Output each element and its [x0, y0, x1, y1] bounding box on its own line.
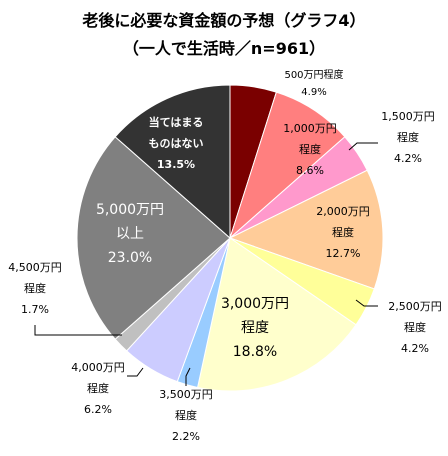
slice-label-line: 12.7% — [326, 247, 361, 260]
slice-label: 3,500万円程度 2.2% — [159, 388, 213, 443]
slice-label-line: 4.9% — [301, 87, 326, 98]
slice-label-line: 4,500万円 — [8, 261, 62, 274]
slice-label-line: 3,500万円 — [159, 388, 213, 401]
slice-label: 3,000万円程度 18.8% — [221, 296, 289, 360]
slice-label-line: 程度 — [299, 142, 321, 156]
slice-label-line: 1.7% — [21, 303, 49, 316]
slice-label: 当てはまるものはない 13.5% — [149, 115, 204, 171]
pie-slice — [228, 169, 384, 290]
leader-line — [348, 142, 378, 151]
slice-label: 500万円程度 4.9% — [284, 68, 343, 98]
slice-label-line: 2.2% — [172, 430, 200, 443]
slice-label-line: 2,500万円 — [388, 300, 442, 313]
pie-slice — [196, 237, 357, 392]
pie-slices — [76, 84, 384, 392]
slice-label-line: 程度 — [404, 320, 426, 334]
slice-label-line: 4.2% — [394, 152, 422, 165]
leader-line — [34, 325, 122, 336]
slice-label-line: 1,000万円 — [283, 122, 337, 135]
slice-label-line: 18.8% — [233, 344, 277, 360]
slice-label-line: ものはない — [149, 137, 204, 150]
slice-label-line: 2,000万円 — [316, 205, 370, 218]
slice-label: 2,500万円程度 4.2% — [388, 300, 442, 355]
pie-slice — [76, 136, 231, 340]
slice-label-line: 4.2% — [401, 342, 429, 355]
slice-label-line: 1,500万円 — [381, 110, 435, 123]
slice-label-line: 6.2% — [84, 403, 112, 416]
slice-label: 1,000万円程度 8.6% — [283, 122, 337, 177]
slice-label: 2,000万円程度 12.7% — [316, 205, 370, 260]
slice-label-line: 程度 — [24, 281, 46, 295]
slice-label-line: 8.6% — [296, 164, 324, 177]
slice-label: 4,500万円程度 1.7% — [8, 261, 62, 316]
slice-label: 4,000万円程度 6.2% — [71, 361, 125, 416]
slice-label-line: 程度 — [332, 225, 354, 239]
slice-label-line: 程度 — [175, 408, 197, 422]
slice-label: 5,000万円以上 23.0% — [96, 202, 164, 266]
slice-label-line: 4,000万円 — [71, 361, 125, 374]
pie-slice — [228, 91, 346, 240]
leader-lines — [34, 142, 378, 386]
slice-label-line: 当てはまる — [149, 115, 204, 129]
slice-label-line: 程度 — [397, 130, 419, 144]
chart-title: 老後に必要な資金額の予想（グラフ4） — [81, 11, 365, 30]
slice-label-line: 3,000万円 — [221, 296, 289, 312]
chart-subtitle: （一人で生活時／n=961） — [123, 39, 325, 58]
slice-label-line: 以上 — [116, 226, 144, 242]
slice-label-line: 程度 — [87, 381, 109, 395]
leader-line — [185, 367, 191, 386]
slice-label-line: 程度 — [241, 320, 269, 336]
slice-label-line: 13.5% — [157, 158, 195, 171]
pie-slice — [114, 84, 231, 240]
slice-label-line: 5,000万円 — [96, 202, 164, 218]
slice-label-line: 23.0% — [108, 250, 152, 266]
leader-line — [127, 367, 144, 377]
slice-label-line: 500万円程度 — [284, 68, 343, 81]
slice-labels: 500万円程度 4.9%1,000万円程度 8.6%1,500万円程度 4.2%2,0… — [8, 68, 442, 443]
leader-line — [355, 299, 378, 307]
slice-label: 1,500万円程度 4.2% — [381, 110, 435, 165]
